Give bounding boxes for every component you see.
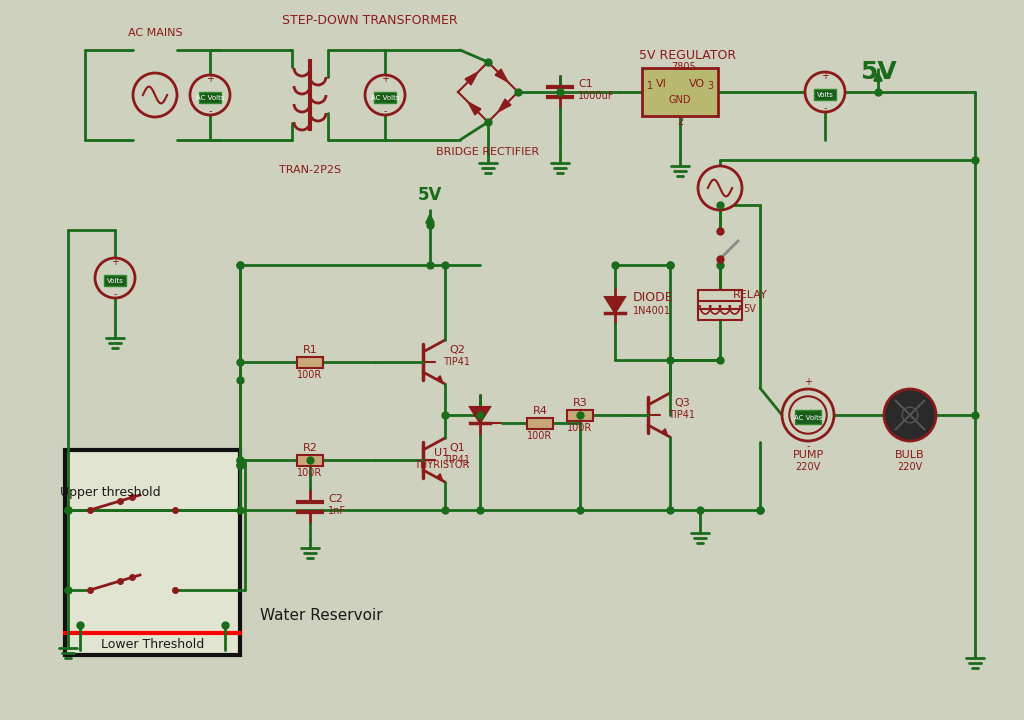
Text: 1nF: 1nF: [328, 506, 346, 516]
Text: 5V REGULATOR: 5V REGULATOR: [639, 48, 736, 61]
Circle shape: [95, 258, 135, 298]
Text: 5V: 5V: [418, 186, 442, 204]
Text: BRIDGE RECTIFIER: BRIDGE RECTIFIER: [436, 147, 540, 157]
Text: Volts: Volts: [106, 278, 124, 284]
Text: AC MAINS: AC MAINS: [128, 28, 182, 38]
Text: 1: 1: [647, 81, 653, 91]
Text: 5V: 5V: [743, 304, 757, 314]
Bar: [567, 410, 593, 420]
Text: TIP41: TIP41: [443, 357, 470, 367]
Text: Lower Threshold: Lower Threshold: [101, 639, 204, 652]
Text: 100R: 100R: [297, 467, 323, 477]
Text: R1: R1: [303, 344, 317, 354]
Text: Water Reservoir: Water Reservoir: [260, 608, 383, 623]
Bar: [104, 274, 126, 286]
Text: C1: C1: [578, 79, 593, 89]
Bar: [297, 454, 323, 466]
Polygon shape: [465, 72, 478, 85]
Text: R3: R3: [572, 397, 588, 408]
Text: U1: U1: [434, 448, 450, 458]
Text: Q1: Q1: [450, 443, 465, 453]
Bar: [814, 89, 836, 99]
Bar: [374, 91, 396, 102]
Circle shape: [190, 75, 230, 115]
Circle shape: [790, 396, 826, 433]
Text: 100R: 100R: [297, 369, 323, 379]
Text: DIODE: DIODE: [633, 290, 674, 304]
Text: Q2: Q2: [450, 345, 465, 355]
Polygon shape: [470, 407, 490, 423]
Text: -: -: [383, 106, 387, 116]
Text: +: +: [206, 74, 214, 84]
Text: -: -: [823, 103, 826, 113]
Text: 100R: 100R: [527, 431, 553, 441]
Circle shape: [365, 75, 406, 115]
Text: AC Volts: AC Volts: [196, 95, 224, 101]
Text: R4: R4: [532, 405, 548, 415]
Polygon shape: [498, 99, 511, 112]
Text: STEP-DOWN TRANSFORMER: STEP-DOWN TRANSFORMER: [283, 14, 458, 27]
Bar: [795, 410, 821, 424]
Text: 220V: 220V: [796, 462, 820, 472]
Text: RELAY: RELAY: [732, 290, 767, 300]
Text: Q3: Q3: [674, 398, 690, 408]
Text: PUMP: PUMP: [793, 450, 823, 460]
Bar: [642, 68, 718, 116]
Polygon shape: [605, 297, 625, 313]
Polygon shape: [468, 102, 481, 115]
Text: 2: 2: [677, 117, 683, 127]
Text: TRAN-2P2S: TRAN-2P2S: [279, 165, 341, 175]
Polygon shape: [495, 69, 508, 82]
Text: R2: R2: [302, 443, 317, 452]
Bar: [527, 418, 553, 428]
Bar: [199, 91, 221, 102]
Text: THYRISTOR: THYRISTOR: [415, 460, 470, 470]
Text: -: -: [208, 106, 212, 116]
Bar: [698, 290, 742, 320]
Text: -: -: [114, 289, 117, 299]
Text: 1N4001: 1N4001: [633, 306, 671, 316]
Text: +: +: [381, 74, 389, 84]
Text: Volts: Volts: [816, 92, 834, 98]
Text: VO: VO: [689, 79, 706, 89]
Bar: [65, 450, 240, 655]
Bar: [297, 356, 323, 367]
Text: TIP41: TIP41: [669, 410, 695, 420]
Text: 3: 3: [707, 81, 713, 91]
Text: Upper threshold: Upper threshold: [60, 485, 161, 498]
Text: C2: C2: [328, 494, 343, 504]
Circle shape: [805, 72, 845, 112]
Text: +: +: [804, 377, 812, 387]
Text: +: +: [821, 71, 829, 81]
Text: 5V: 5V: [859, 60, 896, 84]
Text: 220V: 220V: [897, 462, 923, 472]
Text: -: -: [806, 441, 810, 451]
Text: AC Volts: AC Volts: [794, 415, 822, 421]
Circle shape: [884, 389, 936, 441]
Text: VI: VI: [655, 79, 667, 89]
Text: AC Volts: AC Volts: [371, 95, 399, 101]
Text: +: +: [111, 257, 119, 267]
Text: TIP41: TIP41: [443, 455, 470, 465]
Text: BULB: BULB: [895, 450, 925, 460]
Circle shape: [782, 389, 834, 441]
Text: 7805: 7805: [672, 62, 696, 72]
Circle shape: [698, 166, 742, 210]
Text: 1000uF: 1000uF: [578, 91, 614, 101]
Text: GND: GND: [669, 95, 691, 105]
Circle shape: [133, 73, 177, 117]
Text: 100R: 100R: [567, 423, 593, 433]
